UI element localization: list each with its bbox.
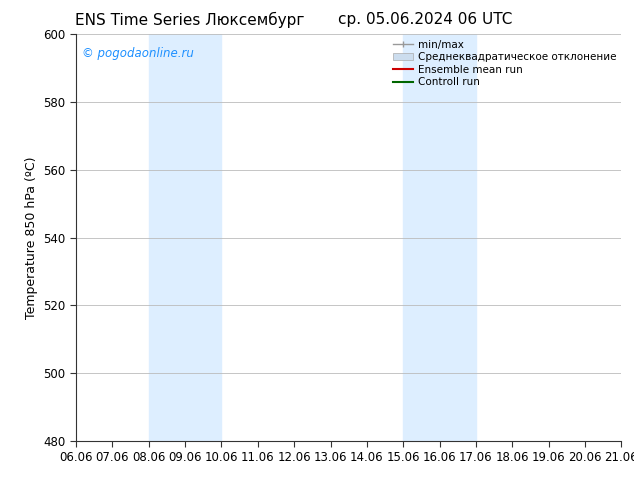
Bar [403,34,476,441]
Text: ср. 05.06.2024 06 UTC: ср. 05.06.2024 06 UTC [337,12,512,27]
Y-axis label: Temperature 850 hPa (ºC): Temperature 850 hPa (ºC) [25,156,38,319]
Text: © pogodaonline.ru: © pogodaonline.ru [82,47,193,59]
Bar [149,34,221,441]
Legend: min/max, Среднеквадратическое отклонение, Ensemble mean run, Controll run: min/max, Среднеквадратическое отклонение… [389,36,619,91]
Text: ENS Time Series Люксембург: ENS Time Series Люксембург [75,12,305,28]
